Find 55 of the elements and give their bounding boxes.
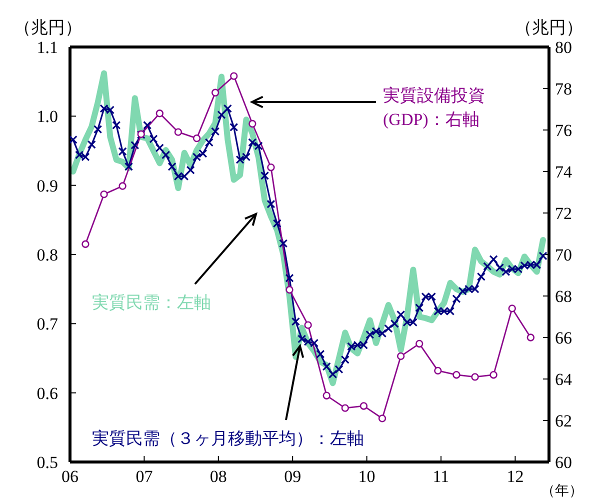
text: 実質設備投資(GDP)：右軸 [383,85,486,131]
point [304,321,312,329]
point [156,110,164,118]
y-axis-title: （兆円） [14,17,82,39]
x-tick-label: 10 [358,467,376,486]
y2-tick-label: 72 [555,204,572,224]
point [192,134,201,142]
point [490,371,498,379]
y2-tick-label: 66 [555,328,572,348]
point [416,340,424,348]
point [230,72,238,80]
point [286,286,294,294]
y-tick-label: 1.1 [36,38,58,58]
y-tick-label: 0.7 [36,314,58,334]
text: 実質民需（３ヶ月移動平均）：左軸 [92,428,364,450]
x-tick-label: 11 [432,467,450,486]
x-tick-label: 09 [284,467,302,486]
y-tick-label: 0.8 [36,246,58,265]
point [471,373,479,381]
point [434,366,442,375]
point [341,404,350,412]
y2-tick-label: 62 [555,412,572,431]
y-tick-label: 0.5 [36,453,58,472]
point [378,414,386,422]
point [267,164,275,172]
point [211,88,220,96]
point [396,352,405,360]
y2-tick-label: 60 [555,453,572,472]
point [508,304,516,312]
point [174,128,182,136]
y2-axis-title: （兆円） [515,17,583,39]
x-axis-title: （年） [541,482,583,500]
y2-tick-label: 76 [555,121,572,140]
y2-tick-label: 74 [555,162,572,182]
point [100,190,108,198]
point [452,371,460,379]
y2-tick-label: 78 [555,80,572,99]
point [82,240,90,248]
y-tick-label: 0.6 [36,384,58,403]
x-tick-label: 06 [62,467,78,486]
x-tick-label: 12 [506,467,524,486]
x-tick-label: 07 [136,467,154,486]
point [360,402,368,410]
point [322,392,330,400]
x-tick-label: 08 [210,467,227,486]
point [118,182,126,190]
y2-tick-label: 80 [555,38,572,58]
y-tick-label: 1.0 [36,107,58,126]
y2-tick-label: 68 [555,287,572,306]
text: 実質民需：左軸 [92,292,211,314]
point [526,334,535,342]
point [248,120,256,128]
y-tick-label: 0.9 [36,176,58,196]
y2-tick-label: 70 [555,246,572,265]
y2-tick-label: 64 [555,370,572,390]
